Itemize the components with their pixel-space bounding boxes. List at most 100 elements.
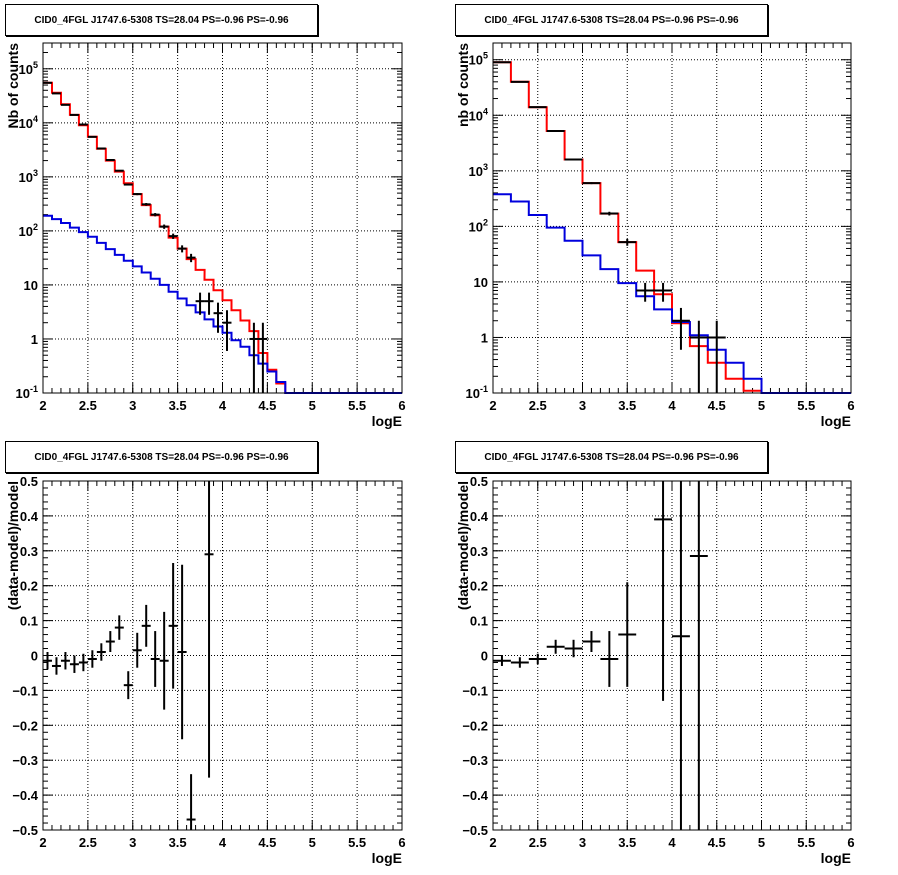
data-point — [582, 182, 601, 185]
y-tick-label: −0.3 — [12, 753, 38, 768]
data-point — [186, 253, 196, 263]
data-point — [204, 481, 214, 778]
y-tick-label: 0.2 — [20, 579, 38, 594]
data-point — [618, 582, 637, 687]
x-axis-label: logE — [821, 850, 851, 866]
data-point — [150, 631, 160, 687]
x-tick-label: 5.5 — [797, 398, 815, 413]
chart-title-box: CID0_4FGL J1747.6-5308 TS=28.04 PS=-0.96… — [5, 441, 318, 473]
x-tick-label: 2.5 — [79, 398, 97, 413]
y-tick-label: 105 — [19, 60, 38, 77]
y-tick-label: 0.5 — [470, 474, 488, 489]
y-tick-label: −0.5 — [462, 823, 488, 838]
x-axis-label: logE — [372, 413, 402, 429]
y-tick-label: 104 — [469, 106, 488, 123]
data-point — [689, 320, 708, 393]
y-tick-label: 0.4 — [20, 509, 39, 524]
data-point — [96, 147, 106, 150]
data-point — [546, 130, 565, 133]
x-tick-label: 2 — [39, 398, 46, 413]
y-tick-label: 1 — [481, 330, 488, 345]
x-tick-label: 4 — [219, 398, 227, 413]
data-point — [258, 322, 268, 393]
y-tick-label: 0.4 — [470, 509, 489, 524]
y-tick-label: 0.3 — [470, 544, 488, 559]
data-point — [177, 245, 187, 253]
x-tick-label: 3.5 — [618, 835, 636, 850]
y-tick-label: 10-1 — [466, 384, 488, 401]
data-point — [582, 631, 601, 653]
x-tick-label: 2 — [489, 835, 496, 850]
data-point — [105, 631, 115, 653]
y-tick-label: 105 — [469, 51, 488, 68]
x-tick-label: 3.5 — [618, 398, 636, 413]
data-point — [159, 224, 169, 229]
y-tick-label: 1 — [31, 332, 38, 347]
chart-title-box: CID0_4FGL J1747.6-5308 TS=28.04 PS=-0.96… — [5, 4, 318, 36]
data-point — [636, 282, 655, 302]
y-axis-label: nb of counts — [455, 43, 471, 127]
x-tick-label: 6 — [847, 835, 854, 850]
data-point — [564, 639, 583, 658]
data-point — [600, 211, 619, 216]
data-point — [510, 657, 529, 668]
x-tick-label: 6 — [398, 835, 405, 850]
data-point — [672, 307, 690, 350]
y-tick-label: −0.4 — [12, 788, 38, 803]
x-tick-label: 6 — [847, 398, 854, 413]
y-tick-label: 0.2 — [470, 579, 488, 594]
plot-frame — [42, 480, 403, 831]
x-tick-label: 5 — [309, 835, 316, 850]
y-tick-label: −0.1 — [462, 683, 488, 698]
data-point — [87, 135, 97, 138]
chart-panel-4: 2 2.5 3 3.5 4 4.5 5 5.5 6 −0.5 −0.4 −0.3 −0.2 −0.1 0 0.… — [455, 474, 855, 866]
y-tick-label: 102 — [19, 222, 38, 239]
y-tick-label: 104 — [19, 114, 38, 131]
chart-panel-3: 2 2.5 3 3.5 4 4.5 5 5.5 6 −0.5 −0.4 −0.3 −0.2 −0.1 0 0.… — [5, 474, 406, 866]
data-point — [78, 653, 88, 672]
x-tick-label: 5.5 — [348, 398, 366, 413]
y-tick-label: 0 — [31, 649, 38, 664]
x-tick-label: 5.5 — [348, 835, 366, 850]
x-tick-label: 4 — [219, 835, 227, 850]
y-tick-label: 10 — [24, 278, 38, 293]
x-tick-label: 4.5 — [258, 835, 276, 850]
data-point — [618, 239, 637, 246]
data-point — [528, 653, 547, 665]
data-point — [493, 655, 511, 666]
y-tick-label: −0.2 — [12, 718, 38, 733]
y-tick-label: 0.1 — [470, 614, 488, 629]
series-2-step-line — [493, 193, 851, 394]
chart-panel-2: 2 2.5 3 3.5 4 4.5 5 5.5 6 10-1 1 10 102 103 104 105 logE… — [455, 42, 855, 429]
data-point — [141, 203, 151, 206]
data-point — [132, 193, 142, 196]
y-tick-label: 103 — [469, 162, 488, 179]
data-point — [60, 652, 70, 670]
data-point — [168, 563, 178, 689]
data-point — [43, 652, 52, 670]
y-tick-label: 10-1 — [16, 384, 38, 401]
plot-frame — [492, 480, 852, 831]
y-tick-label: 0 — [481, 649, 488, 664]
y-tick-label: −0.5 — [12, 823, 38, 838]
y-tick-label: 0.3 — [20, 544, 38, 559]
data-point — [123, 183, 133, 186]
x-tick-label: 5 — [758, 835, 765, 850]
data-point — [69, 655, 79, 673]
data-point — [114, 169, 124, 172]
x-tick-label: 4.5 — [258, 398, 276, 413]
data-point — [186, 774, 196, 830]
y-tick-label: 0.1 — [20, 614, 38, 629]
data-point — [204, 292, 214, 315]
x-tick-label: 3 — [129, 398, 136, 413]
data-point — [51, 657, 61, 675]
plot-frame — [492, 42, 852, 394]
data-point — [195, 292, 205, 315]
x-tick-label: 2.5 — [529, 398, 547, 413]
data-point — [707, 320, 726, 393]
data-point — [689, 481, 708, 830]
data-point — [249, 322, 259, 393]
data-point — [654, 481, 672, 701]
data-point — [114, 615, 124, 640]
x-tick-label: 6 — [398, 398, 405, 413]
